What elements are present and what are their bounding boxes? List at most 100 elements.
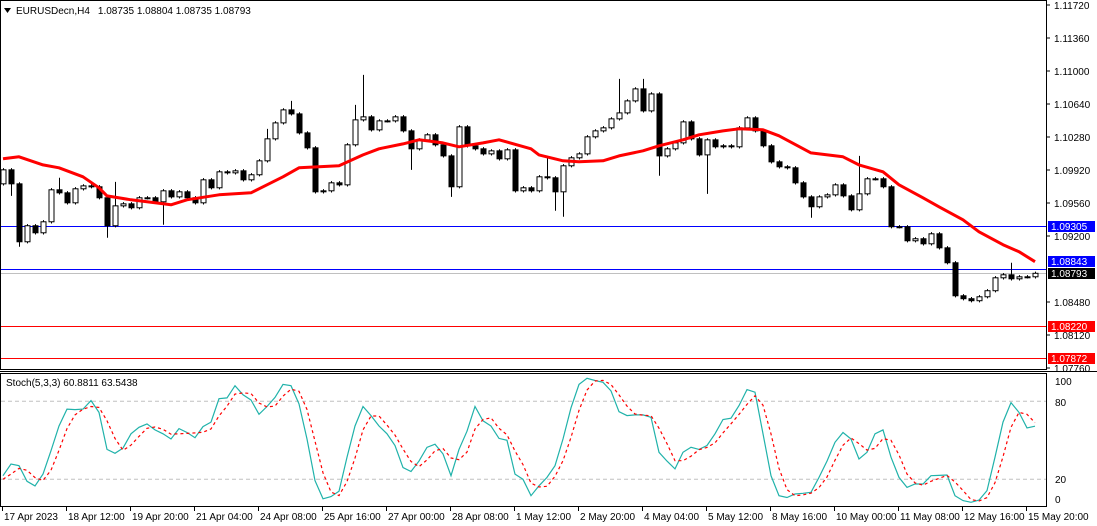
candle: [664, 147, 671, 158]
candle: [1000, 273, 1007, 280]
candle: [248, 173, 255, 182]
candle: [880, 177, 887, 189]
bear-candle-body: [784, 166, 791, 169]
bear-candle-body: [1008, 274, 1015, 280]
candle: [216, 170, 223, 190]
bull-candle-body: [680, 121, 687, 144]
bull-candle-body: [976, 296, 983, 302]
bear-candle-body: [312, 147, 319, 193]
candle: [288, 100, 295, 116]
bull-candle-body: [344, 144, 351, 186]
time-tick-label: 12 May 16:00: [964, 512, 1025, 523]
bear-candle-body: [512, 149, 519, 192]
bull-candle-body: [384, 120, 391, 123]
candle: [16, 182, 23, 247]
candle: [440, 143, 447, 158]
bull-candle-body: [608, 118, 615, 129]
level-price-tag: [1048, 221, 1095, 232]
bull-candle-body: [360, 116, 367, 121]
bear-candle-body: [168, 190, 175, 198]
bull-candle-body: [912, 238, 919, 242]
bear-candle-body: [936, 233, 943, 249]
candle: [368, 115, 375, 132]
bull-candle-body: [504, 149, 511, 160]
time-tick-label: 25 Apr 16:00: [324, 512, 381, 523]
candle: [136, 196, 143, 210]
candle: [800, 181, 807, 199]
bull-candle-body: [40, 221, 47, 234]
level-price-tag: [1048, 256, 1095, 267]
bull-candle-body: [136, 197, 143, 209]
candle: [72, 187, 79, 205]
candle: [232, 169, 239, 175]
candle: [1008, 262, 1015, 281]
candle: [976, 295, 983, 303]
time-tick-label: 21 Apr 04:00: [196, 512, 253, 523]
price-tick-label: 1.10280: [1054, 133, 1091, 144]
time-tick-label: 15 May 20:00: [1028, 512, 1089, 523]
stochastic-tick-label: 20: [1055, 475, 1067, 486]
price-axis[interactable]: 1.11720 1.11360 1.11000 1.10640 1.10280 1.099…: [1046, 1, 1095, 375]
bear-candle-body: [920, 238, 927, 245]
candle: [304, 131, 311, 150]
price-tick-label: 1.09200: [1054, 232, 1091, 243]
time-tick-label: 18 Apr 12:00: [68, 512, 125, 523]
candle: [384, 119, 391, 123]
bear-candle-body: [848, 195, 855, 211]
bear-candle-body: [88, 185, 95, 188]
bear-candle-body: [792, 167, 799, 184]
candle: [840, 183, 847, 198]
bear-candle-body: [128, 203, 135, 209]
candle: [928, 232, 935, 246]
chart-header: EURUSDecn,H4 1.08735 1.08804 1.08735 1.0…: [4, 6, 251, 17]
bear-candle-body: [480, 148, 487, 155]
candle: [656, 92, 663, 176]
bear-candle-body: [240, 170, 247, 181]
candle: [352, 104, 359, 147]
ohlc-readout: 1.08735 1.08804 1.08735 1.08793: [98, 6, 251, 17]
candle: [952, 261, 959, 298]
bull-candle-body: [560, 165, 567, 193]
bull-candle-body: [376, 120, 383, 131]
bear-candle-body: [880, 178, 887, 188]
candle: [888, 185, 895, 229]
candle: [344, 143, 351, 187]
candle: [792, 166, 799, 185]
bear-candle-body: [432, 134, 439, 146]
candle: [808, 195, 815, 218]
candle: [224, 170, 231, 175]
candle: [584, 135, 591, 156]
candle: [712, 138, 719, 149]
bull-candle-body: [856, 193, 863, 211]
candle: [496, 149, 503, 161]
time-axis[interactable]: 17 Apr 2023 18 Apr 12:00 19 Apr 20:00 21 Ap…: [2, 507, 1090, 523]
bear-candle-body: [552, 177, 559, 193]
time-tick-label: 17 Apr 2023: [4, 512, 58, 523]
bear-candle-body: [496, 150, 503, 160]
bull-candle-body: [24, 225, 31, 243]
candle: [64, 191, 71, 205]
candle: [824, 193, 831, 199]
candle: [728, 144, 735, 149]
bull-candle-body: [176, 191, 183, 198]
price-tick-label: 1.09920: [1054, 166, 1091, 177]
candle: [864, 177, 871, 196]
stochastic-pane[interactable]: [1, 377, 1046, 503]
price-chart-pane[interactable]: [0, 74, 1046, 359]
bull-candle-body: [72, 188, 79, 204]
bear-candle-body: [440, 144, 447, 157]
triangle-down-icon[interactable]: [4, 8, 11, 13]
bull-candle-body: [160, 190, 167, 203]
candle: [696, 137, 703, 157]
bear-candle-body: [696, 138, 703, 156]
bull-candle-body: [1032, 272, 1039, 278]
bear-candle-body: [8, 169, 15, 185]
bull-candle-body: [216, 171, 223, 189]
time-tick-label: 28 Apr 08:00: [452, 512, 509, 523]
time-tick-label: 10 May 00:00: [836, 512, 897, 523]
bull-candle-body: [352, 119, 359, 146]
candle: [392, 115, 399, 123]
candle: [832, 183, 839, 197]
candle: [648, 92, 655, 113]
